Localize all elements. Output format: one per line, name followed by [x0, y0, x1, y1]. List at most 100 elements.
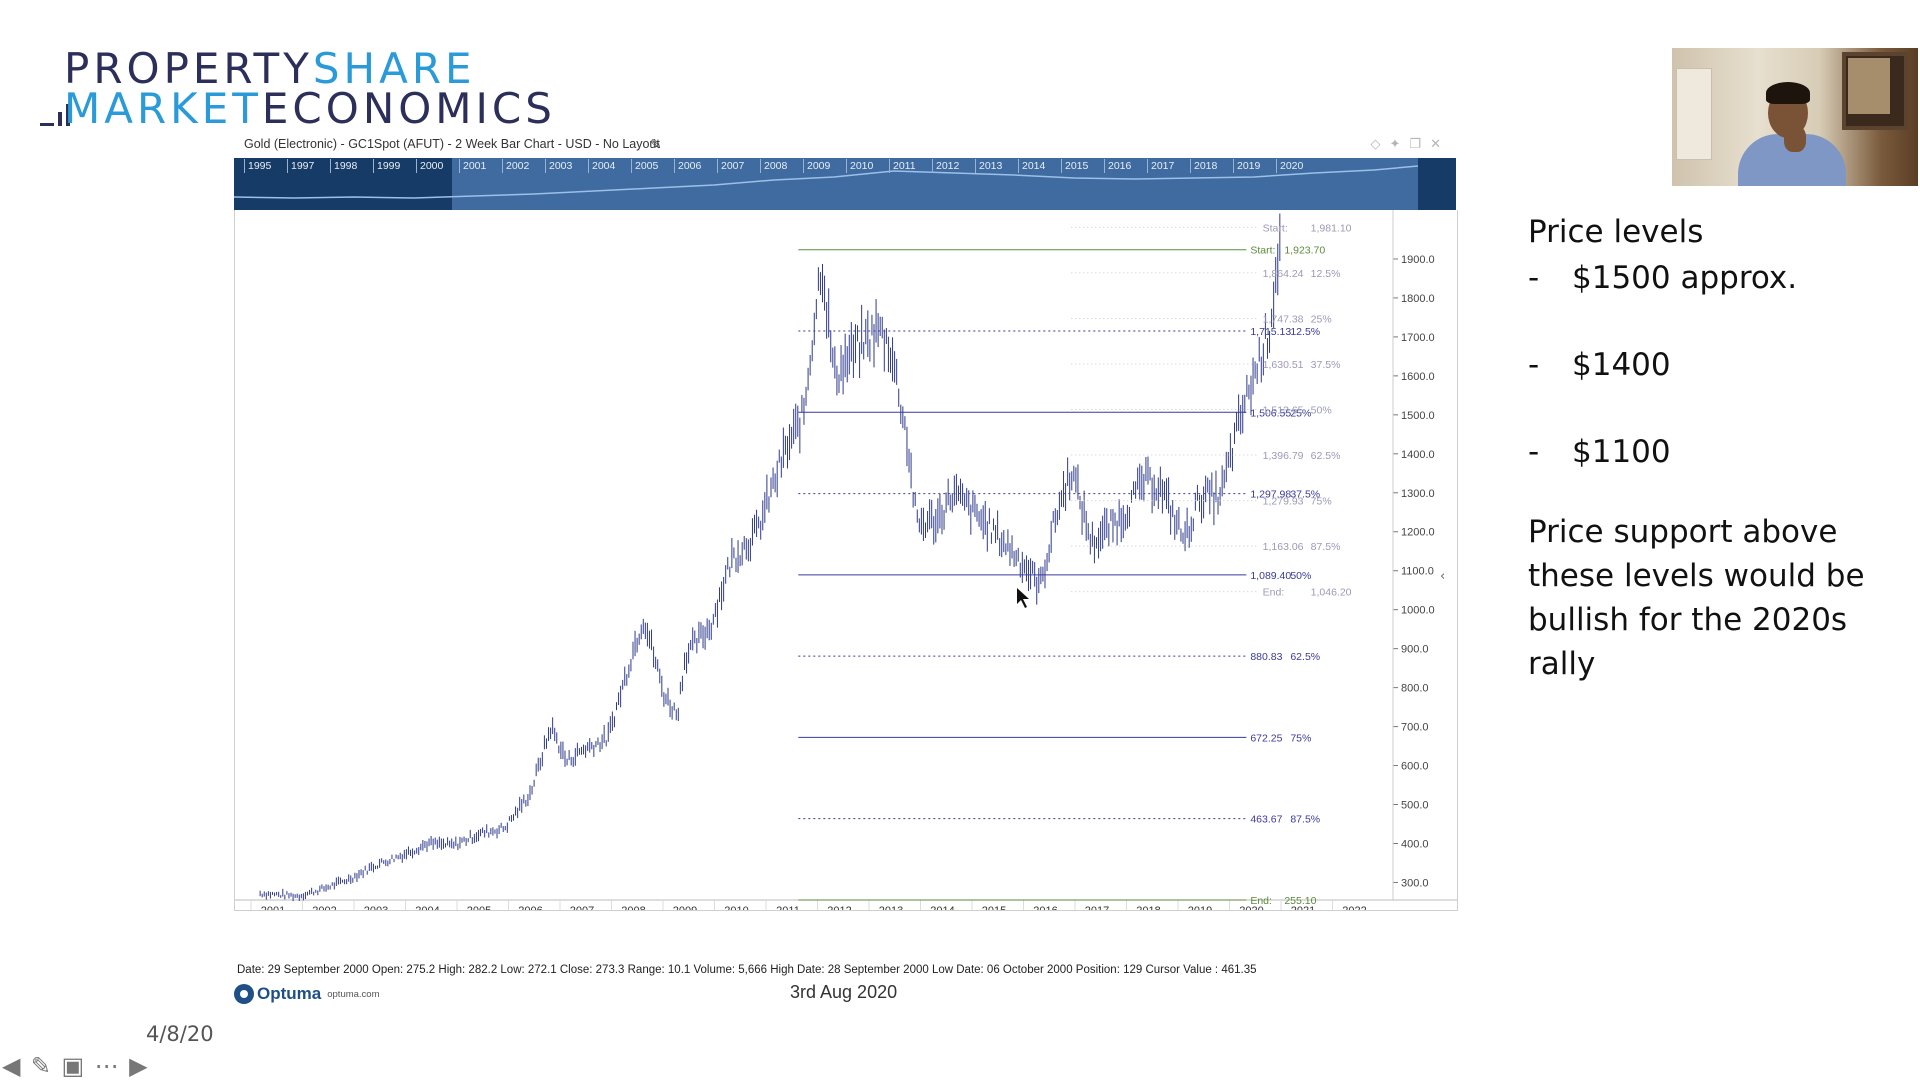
x-tick-label: 2018 [1136, 905, 1160, 910]
support-note: Price support above these levels would b… [1528, 514, 1865, 682]
restore-icon[interactable]: ❐ [1409, 136, 1431, 151]
logo-word-share: SHARE [312, 44, 476, 93]
overview-year-label: 2010 [846, 159, 873, 173]
y-tick-label: 1600.0 [1401, 371, 1435, 383]
fib2-level-label: 1,864.24 [1263, 268, 1304, 280]
overview-year-label: 2018 [1190, 159, 1217, 173]
x-tick-label: 2017 [1085, 905, 1109, 910]
overview-year-label: 2003 [545, 159, 572, 173]
y-tick-label: 1400.0 [1401, 449, 1435, 461]
close-icon[interactable]: ✕ [1430, 136, 1450, 151]
overview-year-label: 1998 [330, 159, 357, 173]
x-tick-label: 2004 [415, 905, 439, 910]
x-tick-label: 2011 [776, 905, 800, 910]
more-icon[interactable]: ⋯ [94, 1053, 119, 1080]
chart-window: Gold (Electronic) - GC1Spot (AFUT) - 2 W… [234, 134, 1458, 976]
window-controls: ◇✦❐✕ [1371, 136, 1450, 152]
price-level-text: $1100 [1572, 434, 1671, 470]
chart-title: Gold (Electronic) - GC1Spot (AFUT) - 2 W… [244, 137, 660, 151]
fib-level-pct: 37.5% [1290, 489, 1320, 501]
x-tick-label: 2010 [724, 905, 748, 910]
overview-year-label: 2004 [588, 159, 615, 173]
pin-icon[interactable]: ✦ [1389, 136, 1410, 151]
fib2-level-label: 1,396.79 [1263, 450, 1304, 462]
pen-icon[interactable]: ✎ [30, 1053, 52, 1080]
fib-level-pct: 75% [1290, 732, 1311, 744]
slide-notes: Price levels - $1500 approx. - $1400 - $110… [1528, 214, 1908, 686]
overview-year-label: 2016 [1104, 159, 1131, 173]
logo-bars-icon [40, 100, 80, 126]
y-tick-label: 1100.0 [1401, 566, 1434, 578]
fib2-level-label: Start: [1263, 222, 1288, 234]
optuma-logo-icon [234, 984, 254, 1004]
bullet-dash: - [1528, 347, 1540, 383]
logo-line-2: MARKETECONOMICS [64, 84, 556, 133]
overview-year-label: 2015 [1061, 159, 1088, 173]
fib2-level-pct: 37.5% [1311, 359, 1341, 371]
fib2-level-label: End: [1263, 587, 1285, 599]
fib2-level-pct: 87.5% [1311, 541, 1341, 553]
fib-level-pct: 12.5% [1290, 326, 1320, 338]
price-chart[interactable]: 300.0 400.0 500.0 600.0 700.0 800.0 900.0 1000.… [235, 210, 1457, 940]
overview-year-label: 2000 [416, 159, 443, 173]
overview-navigator[interactable]: 1995 1997 1998 1999 2000 2001 2002 2003 2004 2005… [234, 158, 1456, 210]
price-level-item: - $1100 [1528, 430, 1908, 474]
fib-level-label: 1,089.40 [1250, 570, 1291, 582]
overview-year-label: 1995 [244, 159, 271, 173]
fib2-level-pct: 12.5% [1311, 268, 1341, 280]
fib-level-pct: 255.10 [1284, 895, 1316, 907]
x-tick-label: 2007 [570, 905, 594, 910]
price-level-text: $1400 [1572, 347, 1671, 383]
y-tick-label: 600.0 [1401, 761, 1429, 773]
fib2-level-pct: 1,046.20 [1311, 587, 1352, 599]
overview-year-label: 2011 [889, 159, 916, 173]
mouse-cursor-icon [1017, 588, 1029, 608]
y-tick-label: 1900.0 [1401, 254, 1435, 266]
chart-date: 3rd Aug 2020 [790, 982, 898, 1002]
x-tick-label: 2005 [467, 905, 491, 910]
overview-year-label: 2005 [631, 159, 658, 173]
fib2-level-pct: 62.5% [1311, 450, 1341, 462]
fib-level-label: 880.83 [1250, 651, 1282, 663]
optuma-name: Optuma [257, 984, 322, 1003]
fib2-level-label: 1,279.93 [1263, 496, 1304, 508]
x-tick-label: 2013 [879, 905, 903, 910]
price-level-text: $1500 approx. [1572, 260, 1798, 296]
arrow-left-icon[interactable]: ◀ [2, 1053, 21, 1080]
fib-level-label: 1,715.13 [1250, 326, 1291, 338]
x-tick-label: 2002 [312, 905, 336, 910]
notes-heading: Price levels [1528, 214, 1704, 250]
fib-level-label: 1,297.98 [1250, 489, 1291, 501]
price-level-item: - $1400 [1528, 343, 1908, 387]
overview-year-label: 2012 [932, 159, 959, 173]
x-tick-label: 2016 [1033, 905, 1057, 910]
fib-level-pct: 25% [1290, 407, 1311, 419]
fib2-level-pct: 75% [1311, 496, 1332, 508]
y-tick-label: 1200.0 [1401, 527, 1435, 539]
overview-year-label: 2008 [760, 159, 787, 173]
overview-year-label: 1997 [287, 159, 314, 173]
overview-selection[interactable] [452, 158, 1418, 210]
logo-line-1: PROPERTYSHARE [64, 44, 476, 93]
fib-level-label: 463.67 [1250, 814, 1282, 826]
chart-plot-area[interactable]: 300.0 400.0 500.0 600.0 700.0 800.0 900.0 1000.… [234, 210, 1458, 940]
presenter-webcam [1672, 48, 1918, 186]
fib-level-label: Start: [1250, 245, 1275, 257]
fib2-level-pct: 25% [1311, 313, 1332, 325]
collapse-arrow-icon: ‹ [1440, 569, 1445, 584]
x-tick-label: 2003 [364, 905, 388, 910]
y-tick-label: 900.0 [1401, 644, 1429, 656]
x-tick-label: 2012 [827, 905, 851, 910]
pencil-icon[interactable]: ✎ [650, 136, 662, 152]
y-tick-label: 800.0 [1401, 683, 1429, 695]
status-line: Date: 29 September 2000 Open: 275.2 High… [237, 964, 1257, 976]
diamond-icon[interactable]: ◇ [1370, 136, 1390, 151]
arrow-right-icon[interactable]: ▶ [129, 1053, 148, 1080]
bullet-dash: - [1528, 434, 1540, 470]
fib2-level-label: 1,630.51 [1263, 359, 1304, 371]
overview-year-label: 2002 [502, 159, 529, 173]
fib-level-label: 1,506.55 [1250, 407, 1291, 419]
overview-year-label: 2007 [717, 159, 744, 173]
x-tick-label: 2001 [261, 905, 285, 910]
slides-icon[interactable]: ▣ [61, 1053, 85, 1080]
